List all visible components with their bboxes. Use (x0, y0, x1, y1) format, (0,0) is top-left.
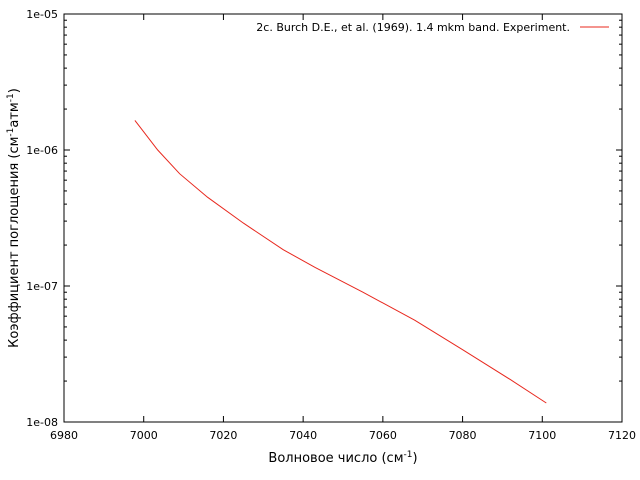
x-tick-label: 7060 (369, 429, 397, 442)
x-axis-title: Волновое число (см-1) (268, 450, 417, 466)
x-tick-label: 6980 (50, 429, 78, 442)
x-tick-label: 7100 (528, 429, 556, 442)
y-axis-title: Коэффициент поглощения (см-1атм-1) (6, 88, 22, 348)
y-tick-label: 1e-06 (26, 144, 58, 157)
plot-border (63, 13, 623, 423)
x-tick-label: 7020 (209, 429, 237, 442)
x-tick-label: 7040 (289, 429, 317, 442)
x-axis: 6980 7000 7020 7040 7060 7080 7100 7120 (50, 14, 636, 442)
legend-label: 2c. Burch D.E., et al. (1969). 1.4 mkm b… (256, 21, 570, 34)
y-tick-label: 1e-08 (26, 416, 58, 429)
series-layer (134, 120, 547, 404)
y-tick-label: 1e-05 (26, 8, 58, 21)
y-tick-label: 1e-07 (26, 280, 58, 293)
series-line (134, 120, 547, 404)
x-tick-label: 7120 (608, 429, 636, 442)
x-tick-label: 7080 (449, 429, 477, 442)
legend: 2c. Burch D.E., et al. (1969). 1.4 mkm b… (256, 21, 609, 34)
x-tick-label: 7000 (130, 429, 158, 442)
plot-frame (63, 13, 623, 423)
y-axis: 1e-08 1e-07 1e-06 1e-05 (26, 8, 622, 429)
